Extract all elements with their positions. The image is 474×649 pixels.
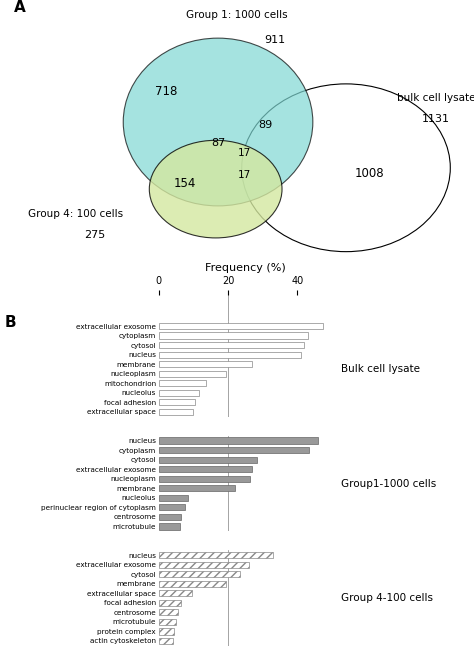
Bar [159, 581, 226, 587]
Text: A: A [14, 0, 26, 15]
Bar [159, 523, 180, 530]
Bar [159, 638, 173, 644]
Bar [159, 618, 176, 625]
Text: bulk cell lysate: bulk cell lysate [397, 93, 474, 103]
Bar [159, 609, 178, 615]
Text: Group 4-100 cells: Group 4-100 cells [341, 593, 433, 603]
Bar [159, 361, 252, 367]
Bar [159, 380, 206, 386]
Bar [159, 390, 199, 396]
Bar [159, 600, 181, 606]
Ellipse shape [242, 84, 450, 252]
Text: Bulk cell lysate: Bulk cell lysate [341, 364, 420, 374]
Text: 911: 911 [264, 34, 285, 45]
Text: 89: 89 [258, 120, 273, 130]
Bar [159, 437, 318, 444]
Bar [159, 332, 308, 339]
Bar [159, 456, 257, 463]
Text: 154: 154 [173, 177, 196, 190]
Text: 1008: 1008 [355, 167, 384, 180]
Bar [159, 371, 226, 377]
Text: Group1-1000 cells: Group1-1000 cells [341, 478, 437, 489]
Bar [159, 342, 304, 349]
Ellipse shape [149, 140, 282, 238]
Text: Group 4: 100 cells: Group 4: 100 cells [28, 208, 123, 219]
Bar [159, 590, 191, 596]
Text: Group 1: 1000 cells: Group 1: 1000 cells [186, 10, 288, 20]
Bar [159, 352, 301, 358]
Ellipse shape [123, 38, 313, 206]
Bar [159, 552, 273, 558]
Bar [159, 628, 174, 635]
Bar [159, 323, 323, 329]
Text: 87: 87 [211, 138, 225, 149]
Text: 718: 718 [155, 85, 177, 98]
Bar [159, 447, 310, 453]
Bar [159, 476, 250, 482]
Text: 17: 17 [237, 171, 251, 180]
Bar [159, 561, 249, 568]
Text: 1131: 1131 [422, 114, 450, 124]
Text: B: B [5, 315, 17, 330]
Bar [159, 514, 181, 520]
Bar [159, 399, 195, 406]
Bar [159, 466, 252, 472]
Bar [159, 485, 235, 491]
Bar [159, 495, 188, 501]
Text: 275: 275 [84, 230, 105, 240]
Bar [159, 409, 193, 415]
X-axis label: Frequency (%): Frequency (%) [205, 263, 286, 273]
Bar [159, 571, 240, 577]
Bar [159, 504, 185, 511]
Text: 17: 17 [237, 147, 251, 158]
